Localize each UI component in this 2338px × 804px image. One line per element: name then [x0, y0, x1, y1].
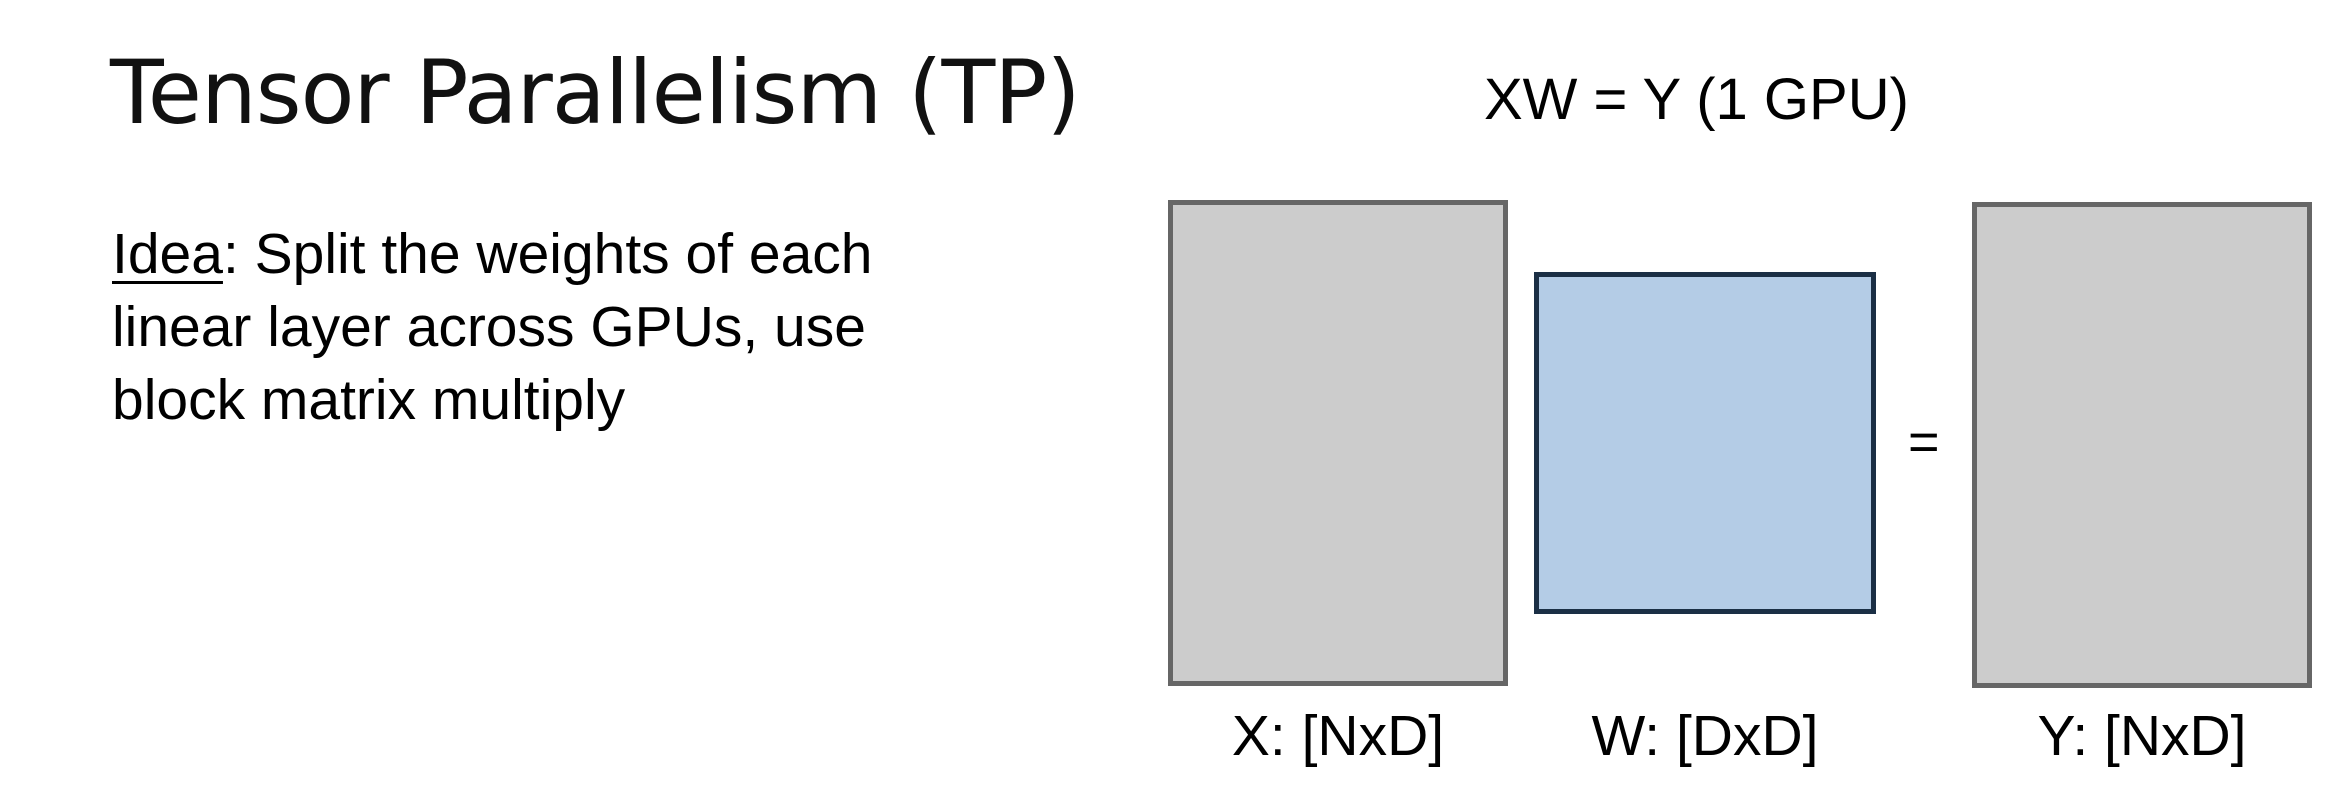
matrix-x-box — [1168, 200, 1508, 686]
slide-title: Tensor Parallelism (TP) — [110, 41, 1081, 144]
equals-sign: = — [1908, 412, 1940, 472]
matrix-y-box — [1972, 202, 2312, 688]
diagram-title: XW = Y (1 GPU) — [1484, 67, 1909, 132]
matrix-y-label: Y: [NxD] — [2037, 704, 2247, 768]
idea-label: Idea — [112, 222, 223, 286]
matrix-w-label: W: [DxD] — [1591, 704, 1819, 768]
matrix-w-box — [1534, 272, 1876, 614]
idea-text: : Split the weights of each linear layer… — [112, 222, 873, 432]
idea-paragraph: Idea: Split the weights of each linear l… — [112, 218, 972, 437]
matrix-x-label: X: [NxD] — [1231, 704, 1445, 768]
